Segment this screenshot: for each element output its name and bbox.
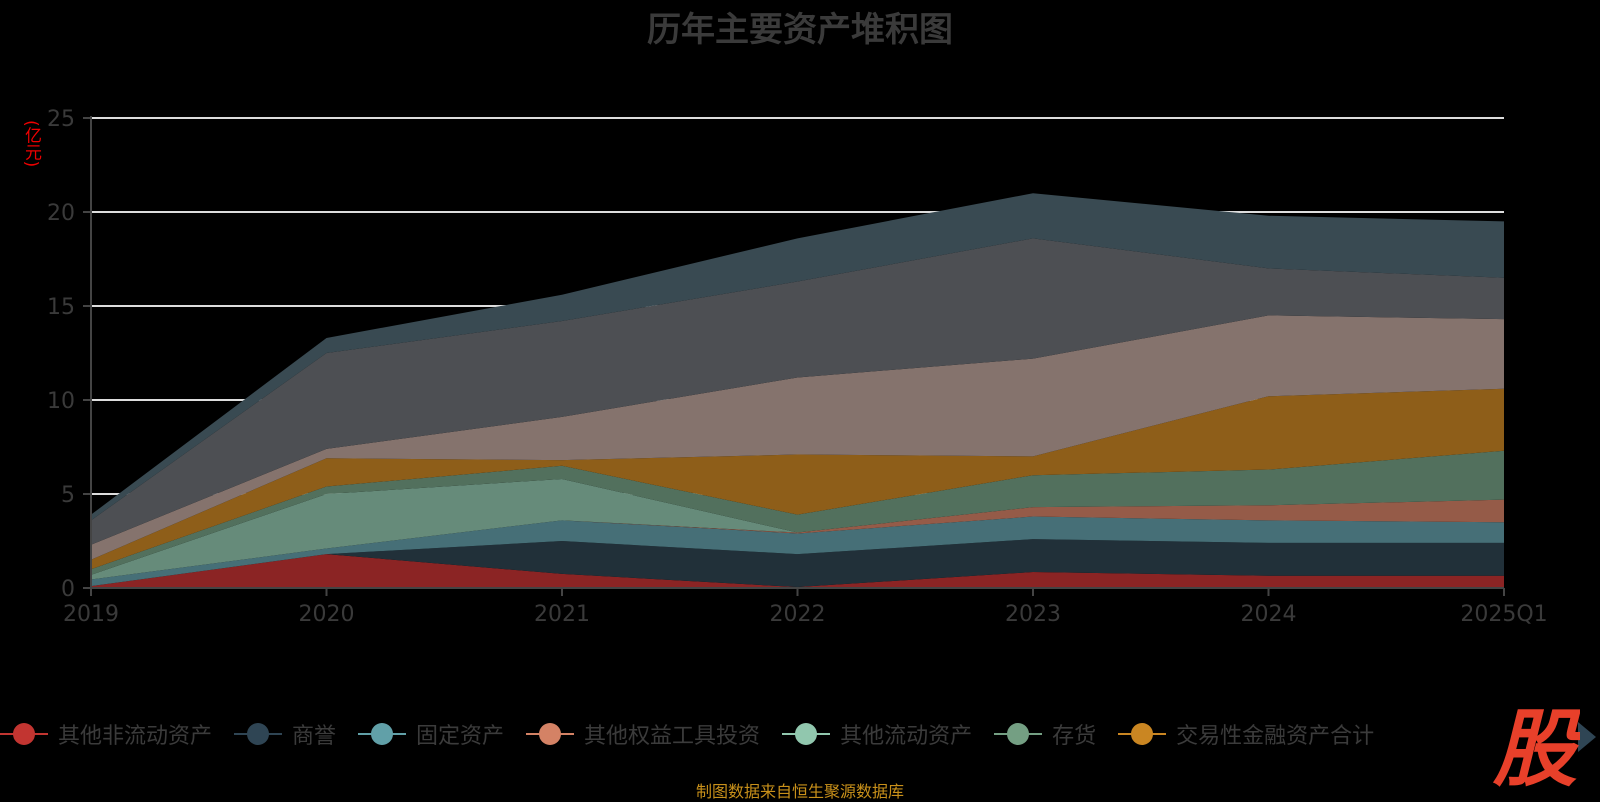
legend-item[interactable]: 固定资产 (358, 718, 504, 750)
stacked-area-chart: 0 5 10 15 20 25 2019 2020 2021 2022 2023 2024 2025Q1 (47, 107, 1548, 627)
legend-label: 存货 (1052, 724, 1097, 749)
legend-marker-icon (234, 722, 283, 746)
legend-label: 固定资产 (416, 724, 505, 749)
source-note: 制图数据来自恒生聚源数据库 (695, 782, 904, 801)
legend-label: 其他权益工具投资 (584, 724, 761, 749)
legend-item[interactable]: 其他非流动资产 (0, 718, 212, 750)
legend-label: 交易性金融资产合计 (1176, 724, 1375, 749)
y-tick-label: 5 (61, 483, 75, 508)
legend-marker-icon (994, 722, 1043, 746)
legend-label: 其他非流动资产 (58, 724, 213, 749)
legend-marker-icon (0, 722, 48, 746)
area-series-8[interactable] (91, 238, 1504, 545)
legend-item[interactable]: 其他权益工具投资 (526, 718, 760, 750)
x-tick-label: 2021 (534, 602, 590, 627)
x-tick-label: 2019 (63, 602, 119, 627)
x-tick-label: 2024 (1241, 602, 1297, 627)
x-tick-label: 2023 (1005, 602, 1061, 627)
axes: 0 5 10 15 20 25 2019 2020 2021 2022 2023 2024 2025Q1 (47, 107, 1548, 627)
y-tick-label: 15 (47, 295, 75, 320)
legend-item[interactable]: 商誉 (234, 718, 336, 750)
legend-marker-icon (1118, 722, 1167, 746)
legend-item[interactable]: 交易性金融资产合计 (1118, 718, 1374, 750)
y-axis-unit-label: (亿元) (21, 120, 41, 168)
y-tick-label: 10 (47, 389, 75, 414)
legend-next-page-icon[interactable] (1578, 722, 1596, 752)
legend-label: 其他流动资产 (840, 724, 973, 749)
x-tick-label: 2020 (299, 602, 355, 627)
legend-item[interactable]: 存货 (994, 718, 1096, 750)
y-tick-label: 20 (47, 201, 75, 226)
x-tick-label: 2025Q1 (1460, 602, 1547, 627)
legend-marker-icon (358, 722, 407, 746)
legend-item[interactable]: 其他流动资产 (782, 718, 972, 750)
area-series-1[interactable] (91, 539, 1504, 588)
logo-icon: 股 (1492, 700, 1580, 790)
legend-marker-icon (526, 722, 575, 746)
y-tick-label: 0 (61, 577, 75, 602)
legend: 其他非流动资产 商誉 固定资产 其他权益工具投资 其他流动资产 存货 交易性金融资产合计 (0, 716, 1480, 752)
legend-marker-icon (782, 722, 831, 746)
area-series-9[interactable] (91, 193, 1504, 521)
area-series-5[interactable] (91, 450, 1504, 575)
area-series-2[interactable] (91, 516, 1504, 587)
chart-title: 历年主要资产堆积图 (647, 10, 953, 50)
x-tick-label: 2022 (770, 602, 826, 627)
y-tick-label: 25 (47, 107, 75, 132)
area-series-0[interactable] (91, 554, 1504, 588)
area-series-6[interactable] (91, 388, 1504, 570)
logo-glyph: 股 (1492, 700, 1580, 790)
area-series-7[interactable] (91, 315, 1504, 560)
legend-label: 商誉 (292, 724, 337, 749)
area-series-3[interactable] (91, 499, 1504, 580)
area-series-4[interactable] (91, 478, 1504, 580)
area-series (91, 193, 1504, 588)
